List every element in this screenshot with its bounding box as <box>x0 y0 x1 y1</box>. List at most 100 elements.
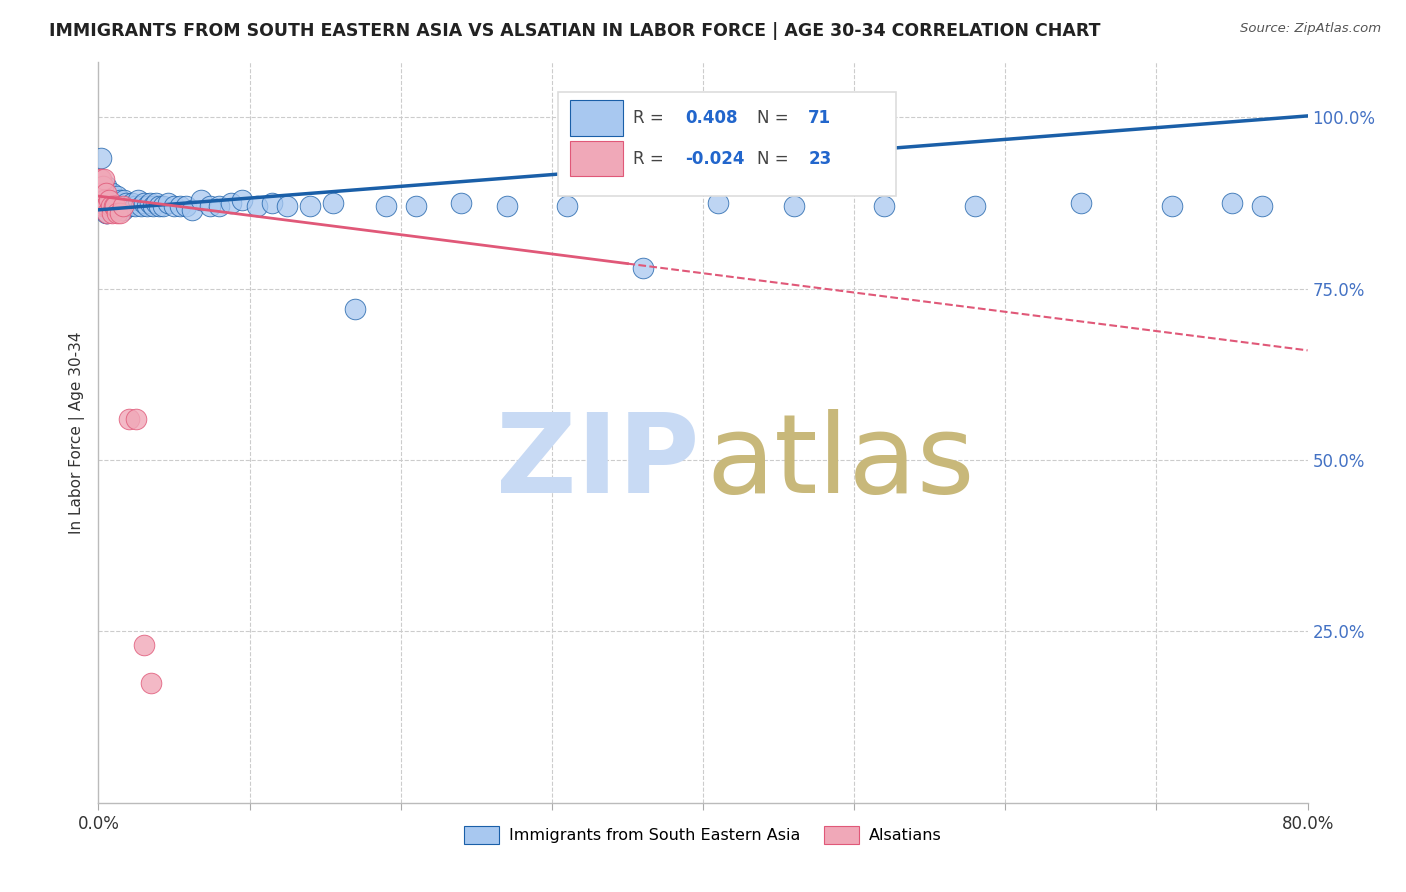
Point <box>89 172 111 186</box>
Point <box>965 199 987 213</box>
Point <box>148 199 170 213</box>
Point <box>221 196 243 211</box>
Point <box>118 412 141 426</box>
Point <box>125 412 148 426</box>
Point <box>90 178 112 193</box>
FancyBboxPatch shape <box>558 92 897 195</box>
Point <box>93 182 115 196</box>
Point <box>101 202 124 217</box>
Point <box>104 199 127 213</box>
Point <box>1251 199 1274 213</box>
Text: 0.408: 0.408 <box>685 109 737 127</box>
Point <box>111 199 134 213</box>
FancyBboxPatch shape <box>569 100 623 136</box>
Point <box>163 199 186 213</box>
Point <box>156 196 179 211</box>
Point <box>104 199 127 213</box>
Point <box>91 199 114 213</box>
Point <box>91 186 114 200</box>
Point <box>111 202 134 217</box>
Point <box>129 199 152 213</box>
Point <box>145 196 167 211</box>
Point <box>873 199 896 213</box>
Point <box>108 206 131 220</box>
Point <box>190 193 212 207</box>
Point <box>141 676 163 690</box>
Point <box>96 206 118 220</box>
Point <box>101 186 124 200</box>
Point <box>98 186 121 200</box>
Point <box>174 199 197 213</box>
Point <box>555 199 578 213</box>
Text: N =: N = <box>758 109 794 127</box>
Text: N =: N = <box>758 150 794 168</box>
Point <box>100 199 122 213</box>
Point <box>114 196 136 211</box>
Point <box>127 193 149 207</box>
Point <box>1160 199 1182 213</box>
Text: R =: R = <box>633 109 669 127</box>
Point <box>135 199 157 213</box>
Point <box>107 199 129 213</box>
Point <box>96 189 118 203</box>
Point <box>100 199 122 213</box>
Point <box>90 172 112 186</box>
Point <box>1220 196 1243 211</box>
Text: IMMIGRANTS FROM SOUTH EASTERN ASIA VS ALSATIAN IN LABOR FORCE | AGE 30-34 CORREL: IMMIGRANTS FROM SOUTH EASTERN ASIA VS AL… <box>49 22 1101 40</box>
Text: R =: R = <box>633 150 669 168</box>
Point <box>90 186 112 200</box>
Point <box>276 199 298 213</box>
FancyBboxPatch shape <box>569 141 623 177</box>
Point <box>100 193 122 207</box>
Text: 23: 23 <box>808 150 831 168</box>
Point <box>121 196 143 211</box>
Point <box>94 206 117 220</box>
Point <box>152 199 174 213</box>
Point <box>96 199 118 213</box>
Point <box>262 196 284 211</box>
Point <box>96 206 118 220</box>
Point <box>91 178 114 193</box>
Point <box>90 152 112 166</box>
Point <box>94 186 117 200</box>
Point <box>181 202 204 217</box>
Point <box>103 199 125 213</box>
Point <box>707 196 730 211</box>
Point <box>101 206 124 220</box>
Point <box>105 206 128 220</box>
Point <box>132 638 155 652</box>
Point <box>631 261 654 276</box>
Point <box>200 199 222 213</box>
Point <box>299 199 322 213</box>
Point <box>495 199 517 213</box>
Point <box>105 189 128 203</box>
Point <box>139 196 162 211</box>
Y-axis label: In Labor Force | Age 30-34: In Labor Force | Age 30-34 <box>69 331 84 534</box>
Legend: Immigrants from South Eastern Asia, Alsatians: Immigrants from South Eastern Asia, Alsa… <box>458 819 948 850</box>
Point <box>110 199 132 213</box>
Point <box>98 193 121 207</box>
Point <box>94 193 117 207</box>
Point <box>124 199 146 213</box>
Point <box>112 193 135 207</box>
Point <box>405 199 427 213</box>
Point <box>1070 196 1092 211</box>
Point <box>231 193 253 207</box>
Point <box>94 178 117 193</box>
Point <box>93 193 115 207</box>
Point <box>94 199 117 213</box>
Point <box>142 199 165 213</box>
Text: 71: 71 <box>808 109 831 127</box>
Point <box>374 199 396 213</box>
Text: atlas: atlas <box>707 409 976 516</box>
Point <box>783 199 806 213</box>
Point <box>93 193 115 207</box>
Point <box>118 199 141 213</box>
Point <box>108 193 131 207</box>
Point <box>450 196 472 211</box>
Point <box>93 172 115 186</box>
Point <box>132 196 155 211</box>
Point <box>322 196 344 211</box>
Text: ZIP: ZIP <box>496 409 699 516</box>
Point <box>98 196 121 211</box>
